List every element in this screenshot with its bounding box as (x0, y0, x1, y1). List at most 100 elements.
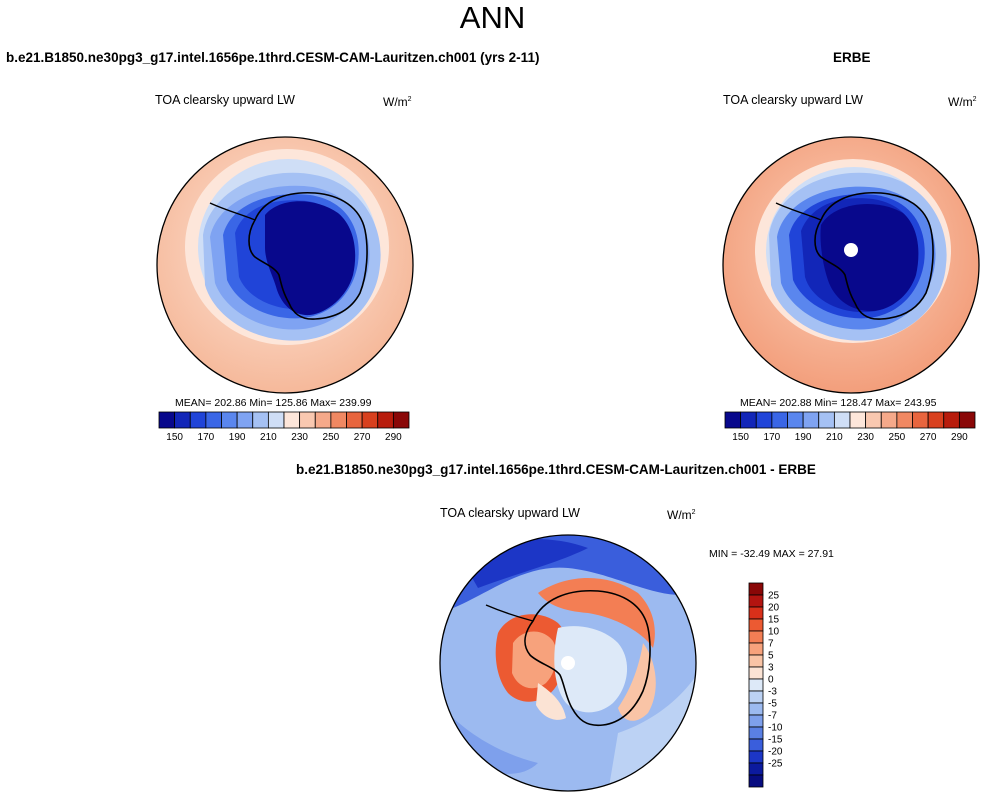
panel-1-colorbar-swatch (330, 411, 347, 429)
panel-1-colorbar-tick-label: 210 (260, 432, 277, 443)
panel-1-colorbar-swatch (314, 411, 332, 429)
panel-3-colorbar-tick-label: 5 (768, 651, 774, 662)
panel-3-unit: W/m2 (667, 508, 696, 522)
panel-2-colorbar-swatch (833, 411, 851, 429)
panel-2-colorbar-swatch (818, 411, 835, 429)
panel-2-variable: TOA clearsky upward LW (723, 93, 863, 107)
panel-1-colorbar-swatch (236, 411, 254, 429)
panel-3-colorbar-swatch (748, 630, 764, 644)
panel-3-colorbar-tick-label: 15 (768, 615, 780, 626)
panel-3-colorbar-tick-label: 7 (768, 639, 774, 650)
panel-1-colorbar-tick-label: 250 (323, 432, 340, 443)
panel-2-unit: W/m2 (948, 95, 977, 109)
panel-2-colorbar-tick-label: 150 (732, 432, 749, 443)
panel-2-colorbar-swatch (740, 411, 757, 429)
panel-3-colorbar-swatch (748, 618, 764, 632)
pole-hole-icon (561, 656, 575, 670)
panel-1-variable: TOA clearsky upward LW (155, 93, 295, 107)
panel-3-colorbar-tick-label: -7 (768, 711, 777, 722)
panel-3-colorbar-tick-label: -10 (768, 723, 783, 734)
panel-1-colorbar: 150 170 190 210 230 250 270 290 (158, 411, 410, 443)
panel-2-colorbar-swatch (912, 411, 929, 429)
panel-3-colorbar-swatch (748, 726, 764, 740)
panel-2-colorbar-swatch (755, 411, 773, 429)
panel-2-colorbar-swatch (787, 411, 804, 429)
panel-1-colorbar-tick-label: 270 (354, 432, 371, 443)
panel-3-colorbar-tick-label: -15 (768, 735, 783, 746)
panel-1-colorbar-swatch (377, 411, 394, 429)
panel-3-colorbar-tick-label: 3 (768, 663, 774, 674)
panel-2-colorbar-tick-label: 230 (857, 432, 874, 443)
panel-1-colorbar-swatch (189, 411, 207, 429)
panel-2-colorbar-swatch (958, 411, 976, 429)
panel-3-colorbar-swatch (748, 690, 764, 704)
panel-1-colorbar-swatch (174, 411, 191, 429)
panel-3-colorbar-tick-label: 10 (768, 627, 780, 638)
panel-1-colorbar-swatch (205, 411, 222, 429)
panel-3-colorbar-swatch (748, 762, 764, 776)
panel-2-colorbar-swatch (943, 411, 960, 429)
panel-2-stats: MEAN= 202.88 Min= 128.47 Max= 243.95 (740, 397, 937, 409)
panel-3-colorbar-swatch (748, 702, 764, 716)
panel-2-colorbar-swatch (724, 411, 742, 429)
panel-1-colorbar-swatch (283, 411, 301, 429)
panel-3-colorbar-swatch (748, 654, 764, 668)
panel-3-colorbar-swatch (748, 714, 764, 728)
panel-1-colorbar-tick-label: 230 (291, 432, 308, 443)
panel-3-stats: MIN = -32.49 MAX = 27.91 (709, 548, 834, 560)
panel-1-unit: W/m2 (383, 95, 412, 109)
panel-2-colorbar-tick-label: 290 (951, 432, 968, 443)
panel-3-colorbar-swatch (748, 642, 764, 656)
panel-3-colorbar-swatch (748, 678, 764, 692)
panel-2-map (722, 136, 980, 394)
panel-3-colorbar-tick-label: -25 (768, 759, 783, 770)
panel-3-colorbar-tick-label: 20 (768, 603, 780, 614)
panel-3-colorbar-tick-label: -3 (768, 687, 777, 698)
panel-3-map (439, 534, 697, 792)
panel-3-colorbar-tick-label: 0 (768, 675, 774, 686)
panel-3-colorbar-swatch (748, 774, 764, 788)
panel-2-colorbar-tick-label: 170 (764, 432, 781, 443)
panel-1-colorbar-tick-label: 290 (385, 432, 402, 443)
panel-2-colorbar-swatch (880, 411, 898, 429)
pole-hole-icon (844, 243, 858, 257)
panel-3-colorbar-tick-label: -5 (768, 699, 777, 710)
panel-1-title: b.e21.B1850.ne30pg3_g17.intel.1656pe.1th… (6, 50, 540, 65)
panel-1-colorbar-tick-label: 150 (166, 432, 183, 443)
panel-1-map (156, 136, 414, 394)
panel-1-stats: MEAN= 202.86 Min= 125.86 Max= 239.99 (175, 397, 372, 409)
panel-2-colorbar: 150 170 190 210 230 250 270 290 (724, 411, 976, 443)
panel-2-colorbar-swatch (927, 411, 945, 429)
panel-1-colorbar-swatch (158, 411, 176, 429)
panel-1-colorbar-swatch (346, 411, 363, 429)
panel-1-colorbar-swatch (252, 411, 269, 429)
panel-1-colorbar-swatch (221, 411, 238, 429)
panel-3-colorbar-swatch (748, 582, 764, 596)
panel-3-colorbar-swatch (748, 750, 764, 764)
panel-3-variable: TOA clearsky upward LW (440, 506, 580, 520)
panel-3-colorbar-swatch (748, 594, 764, 608)
panel-1-colorbar-tick-label: 170 (198, 432, 215, 443)
panel-3-title: b.e21.B1850.ne30pg3_g17.intel.1656pe.1th… (296, 462, 816, 477)
panel-2-colorbar-swatch (771, 411, 788, 429)
figure-title: ANN (459, 0, 526, 35)
panel-3-colorbar-tick-label: 25 (768, 591, 780, 602)
panel-2-colorbar-swatch (865, 411, 882, 429)
panel-3-colorbar-swatch (748, 606, 764, 620)
panel-3-colorbar-swatch (748, 738, 764, 752)
panel-1-colorbar-swatch (361, 411, 379, 429)
panel-2-title: ERBE (833, 50, 871, 65)
panel-2-colorbar-swatch (896, 411, 913, 429)
panel-2-colorbar-swatch (849, 411, 867, 429)
panel-1-colorbar-swatch (299, 411, 316, 429)
panel-2-colorbar-tick-label: 190 (795, 432, 812, 443)
panel-3-colorbar-tick-label: -20 (768, 747, 783, 758)
panel-1-colorbar-swatch (267, 411, 285, 429)
panel-3-colorbar-swatch (748, 666, 764, 680)
panel-1-colorbar-tick-label: 190 (229, 432, 246, 443)
panel-2-colorbar-tick-label: 210 (826, 432, 843, 443)
panel-2-colorbar-swatch (802, 411, 820, 429)
panel-1-colorbar-swatch (392, 411, 410, 429)
panel-2-colorbar-tick-label: 270 (920, 432, 937, 443)
